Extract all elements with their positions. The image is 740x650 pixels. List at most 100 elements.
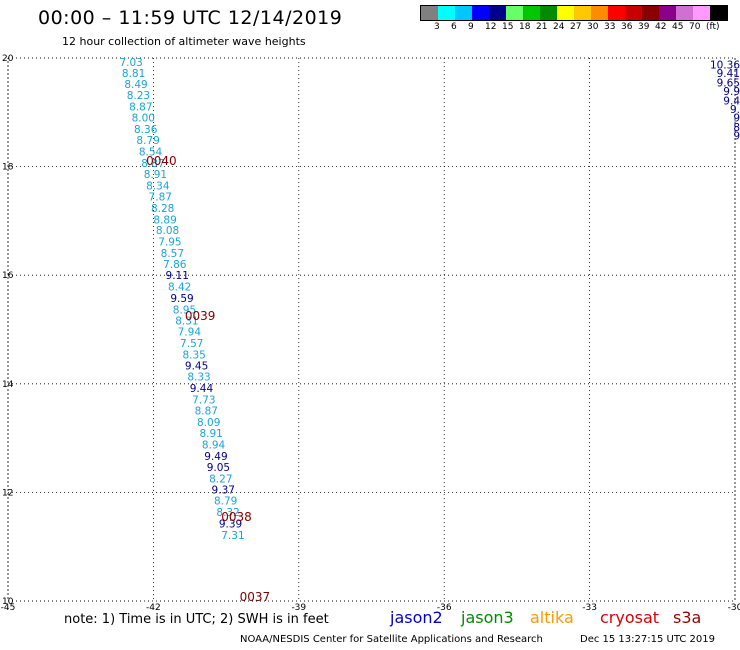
swh-value-label: 9.37 bbox=[212, 485, 235, 497]
swh-value-label: 8 bbox=[733, 122, 740, 134]
swh-value-label: 8.34 bbox=[146, 181, 170, 193]
swh-value-label: 9.59 bbox=[170, 293, 193, 305]
lon-tick-label: -30 bbox=[728, 603, 740, 613]
colorbar-swatch bbox=[557, 6, 574, 20]
colorbar bbox=[420, 5, 728, 21]
colorbar-swatch bbox=[693, 6, 710, 20]
swh-value-label: 8.33 bbox=[187, 372, 210, 384]
swh-value-label: 9.45 bbox=[185, 360, 208, 372]
swh-value-label: 7.95 bbox=[158, 237, 181, 249]
swh-value-label: 8.91 bbox=[199, 428, 222, 440]
colorbar-label: 9 bbox=[468, 22, 474, 32]
chart-title: 00:00 – 11:59 UTC 12/14/2019 bbox=[38, 7, 343, 29]
note-text: note: 1) Time is in UTC; 2) SWH is in fe… bbox=[64, 612, 329, 627]
colorbar-swatch bbox=[421, 6, 438, 20]
swh-value-label: 9.39 bbox=[219, 518, 242, 530]
swh-value-label: 8.89 bbox=[153, 214, 176, 226]
swh-value-label: 7.73 bbox=[192, 395, 215, 407]
colorbar-label: 39 bbox=[638, 22, 650, 32]
satellite-legend: jason2 jason3 altika cryosat s3a bbox=[0, 608, 740, 628]
swh-value-label: 9.65 bbox=[717, 77, 740, 89]
swh-value-label: 8.87 bbox=[129, 101, 152, 113]
swh-value-label: 8.79 bbox=[136, 135, 159, 147]
colorbar-label: 33 bbox=[604, 22, 616, 32]
colorbar-swatch bbox=[438, 6, 455, 20]
colorbar-swatch bbox=[455, 6, 472, 20]
swh-value-label: 10.36 bbox=[710, 60, 740, 72]
swh-value-label: 7.86 bbox=[163, 259, 187, 271]
time-label: 0038 bbox=[221, 510, 252, 524]
colorbar-swatch bbox=[540, 6, 557, 20]
colorbar-label: 6 bbox=[451, 22, 457, 32]
swh-value-label: 9.11 bbox=[166, 270, 189, 282]
colorbar-swatch bbox=[489, 6, 506, 20]
colorbar-swatch bbox=[676, 6, 693, 20]
credit-text: NOAA/NESDIS Center for Satellite Applica… bbox=[240, 634, 543, 645]
legend-item-jason3: jason3 bbox=[461, 608, 514, 627]
lon-tick-label: -36 bbox=[437, 603, 452, 613]
colorbar-label: 24 bbox=[553, 22, 565, 32]
swh-value-label: 7.87 bbox=[149, 191, 172, 203]
swh-value-label: 8.35 bbox=[182, 349, 205, 361]
colorbar-labels: 3 6 9 12 15 18 21 24 27 30 33 36 39 42 45 70 (ft) bbox=[420, 22, 740, 34]
swh-value-label: 8.08 bbox=[156, 225, 179, 237]
swh-value-label: 7.31 bbox=[221, 530, 244, 542]
swh-value-label: 9.49 bbox=[204, 451, 227, 463]
lat-tick-label: 14 bbox=[2, 380, 14, 390]
lat-tick-label: 20 bbox=[2, 54, 14, 64]
swh-value-label: 8.79 bbox=[214, 496, 237, 508]
colorbar-label: 30 bbox=[587, 22, 599, 32]
colorbar-label: 3 bbox=[434, 22, 440, 32]
time-label: 0040 bbox=[146, 154, 177, 168]
swh-value-label: 7.57 bbox=[180, 338, 203, 350]
swh-value-label: 8.28 bbox=[151, 203, 174, 215]
time-label: 0037 bbox=[240, 590, 271, 604]
lon-tick-label: -45 bbox=[1, 603, 16, 613]
colorbar-swatch bbox=[472, 6, 489, 20]
swh-value-label: 8.95 bbox=[173, 304, 196, 316]
swh-value-label: 8.81 bbox=[122, 68, 145, 80]
colorbar-swatch bbox=[642, 6, 659, 20]
plot-frame bbox=[7, 57, 736, 602]
colorbar-swatch bbox=[591, 6, 608, 20]
colorbar-label: 12 bbox=[485, 22, 497, 32]
colorbar-label: 36 bbox=[621, 22, 633, 32]
swh-value-label: 9.4 bbox=[723, 95, 740, 107]
lon-tick-label: -33 bbox=[582, 603, 597, 613]
colorbar-label: 21 bbox=[536, 22, 548, 32]
colorbar-label: 27 bbox=[570, 22, 582, 32]
colorbar-swatch bbox=[625, 6, 642, 20]
lon-tick-label: -39 bbox=[291, 603, 306, 613]
legend-item-jason2: jason2 bbox=[390, 608, 443, 627]
colorbar-swatch bbox=[523, 6, 540, 20]
swh-value-label: 9.9 bbox=[723, 86, 740, 98]
swh-value-label: 9 bbox=[733, 113, 740, 125]
colorbar-label: 70 bbox=[689, 22, 701, 32]
swh-value-label: 8.36 bbox=[134, 124, 158, 136]
swh-value-label: 8.09 bbox=[197, 417, 220, 429]
swh-value-label: 8.49 bbox=[124, 79, 147, 91]
swh-value-label: 9.05 bbox=[207, 462, 230, 474]
swh-value-label: 8.42 bbox=[168, 282, 191, 294]
colorbar-label: 18 bbox=[519, 22, 531, 32]
lat-tick-label: 16 bbox=[2, 271, 14, 281]
swh-value-label: 8.54 bbox=[139, 146, 163, 158]
colorbar-swatch bbox=[659, 6, 676, 20]
swh-value-label: 8.87 bbox=[195, 405, 218, 417]
swh-value-label: 8.31 bbox=[175, 315, 198, 327]
swh-value-label: 8.00 bbox=[132, 113, 155, 125]
lon-tick-label: -42 bbox=[146, 603, 161, 613]
legend-item-cryosat: cryosat bbox=[600, 608, 660, 627]
swh-value-label: 7.94 bbox=[178, 327, 202, 339]
swh-value-label: 8.32 bbox=[216, 507, 239, 519]
swh-value-label: 9.44 bbox=[190, 383, 214, 395]
colorbar-label: 45 bbox=[672, 22, 684, 32]
lat-tick-label: 10 bbox=[2, 597, 14, 607]
colorbar-swatch bbox=[574, 6, 591, 20]
timestamp: Dec 15 13:27:15 UTC 2019 bbox=[580, 634, 715, 645]
swh-value-label: 9 bbox=[733, 131, 740, 143]
swh-value-label: 7.03 bbox=[119, 57, 142, 69]
swh-value-label: 8.94 bbox=[202, 440, 226, 452]
time-label: 0039 bbox=[185, 309, 216, 323]
colorbar-label: 42 bbox=[655, 22, 667, 32]
